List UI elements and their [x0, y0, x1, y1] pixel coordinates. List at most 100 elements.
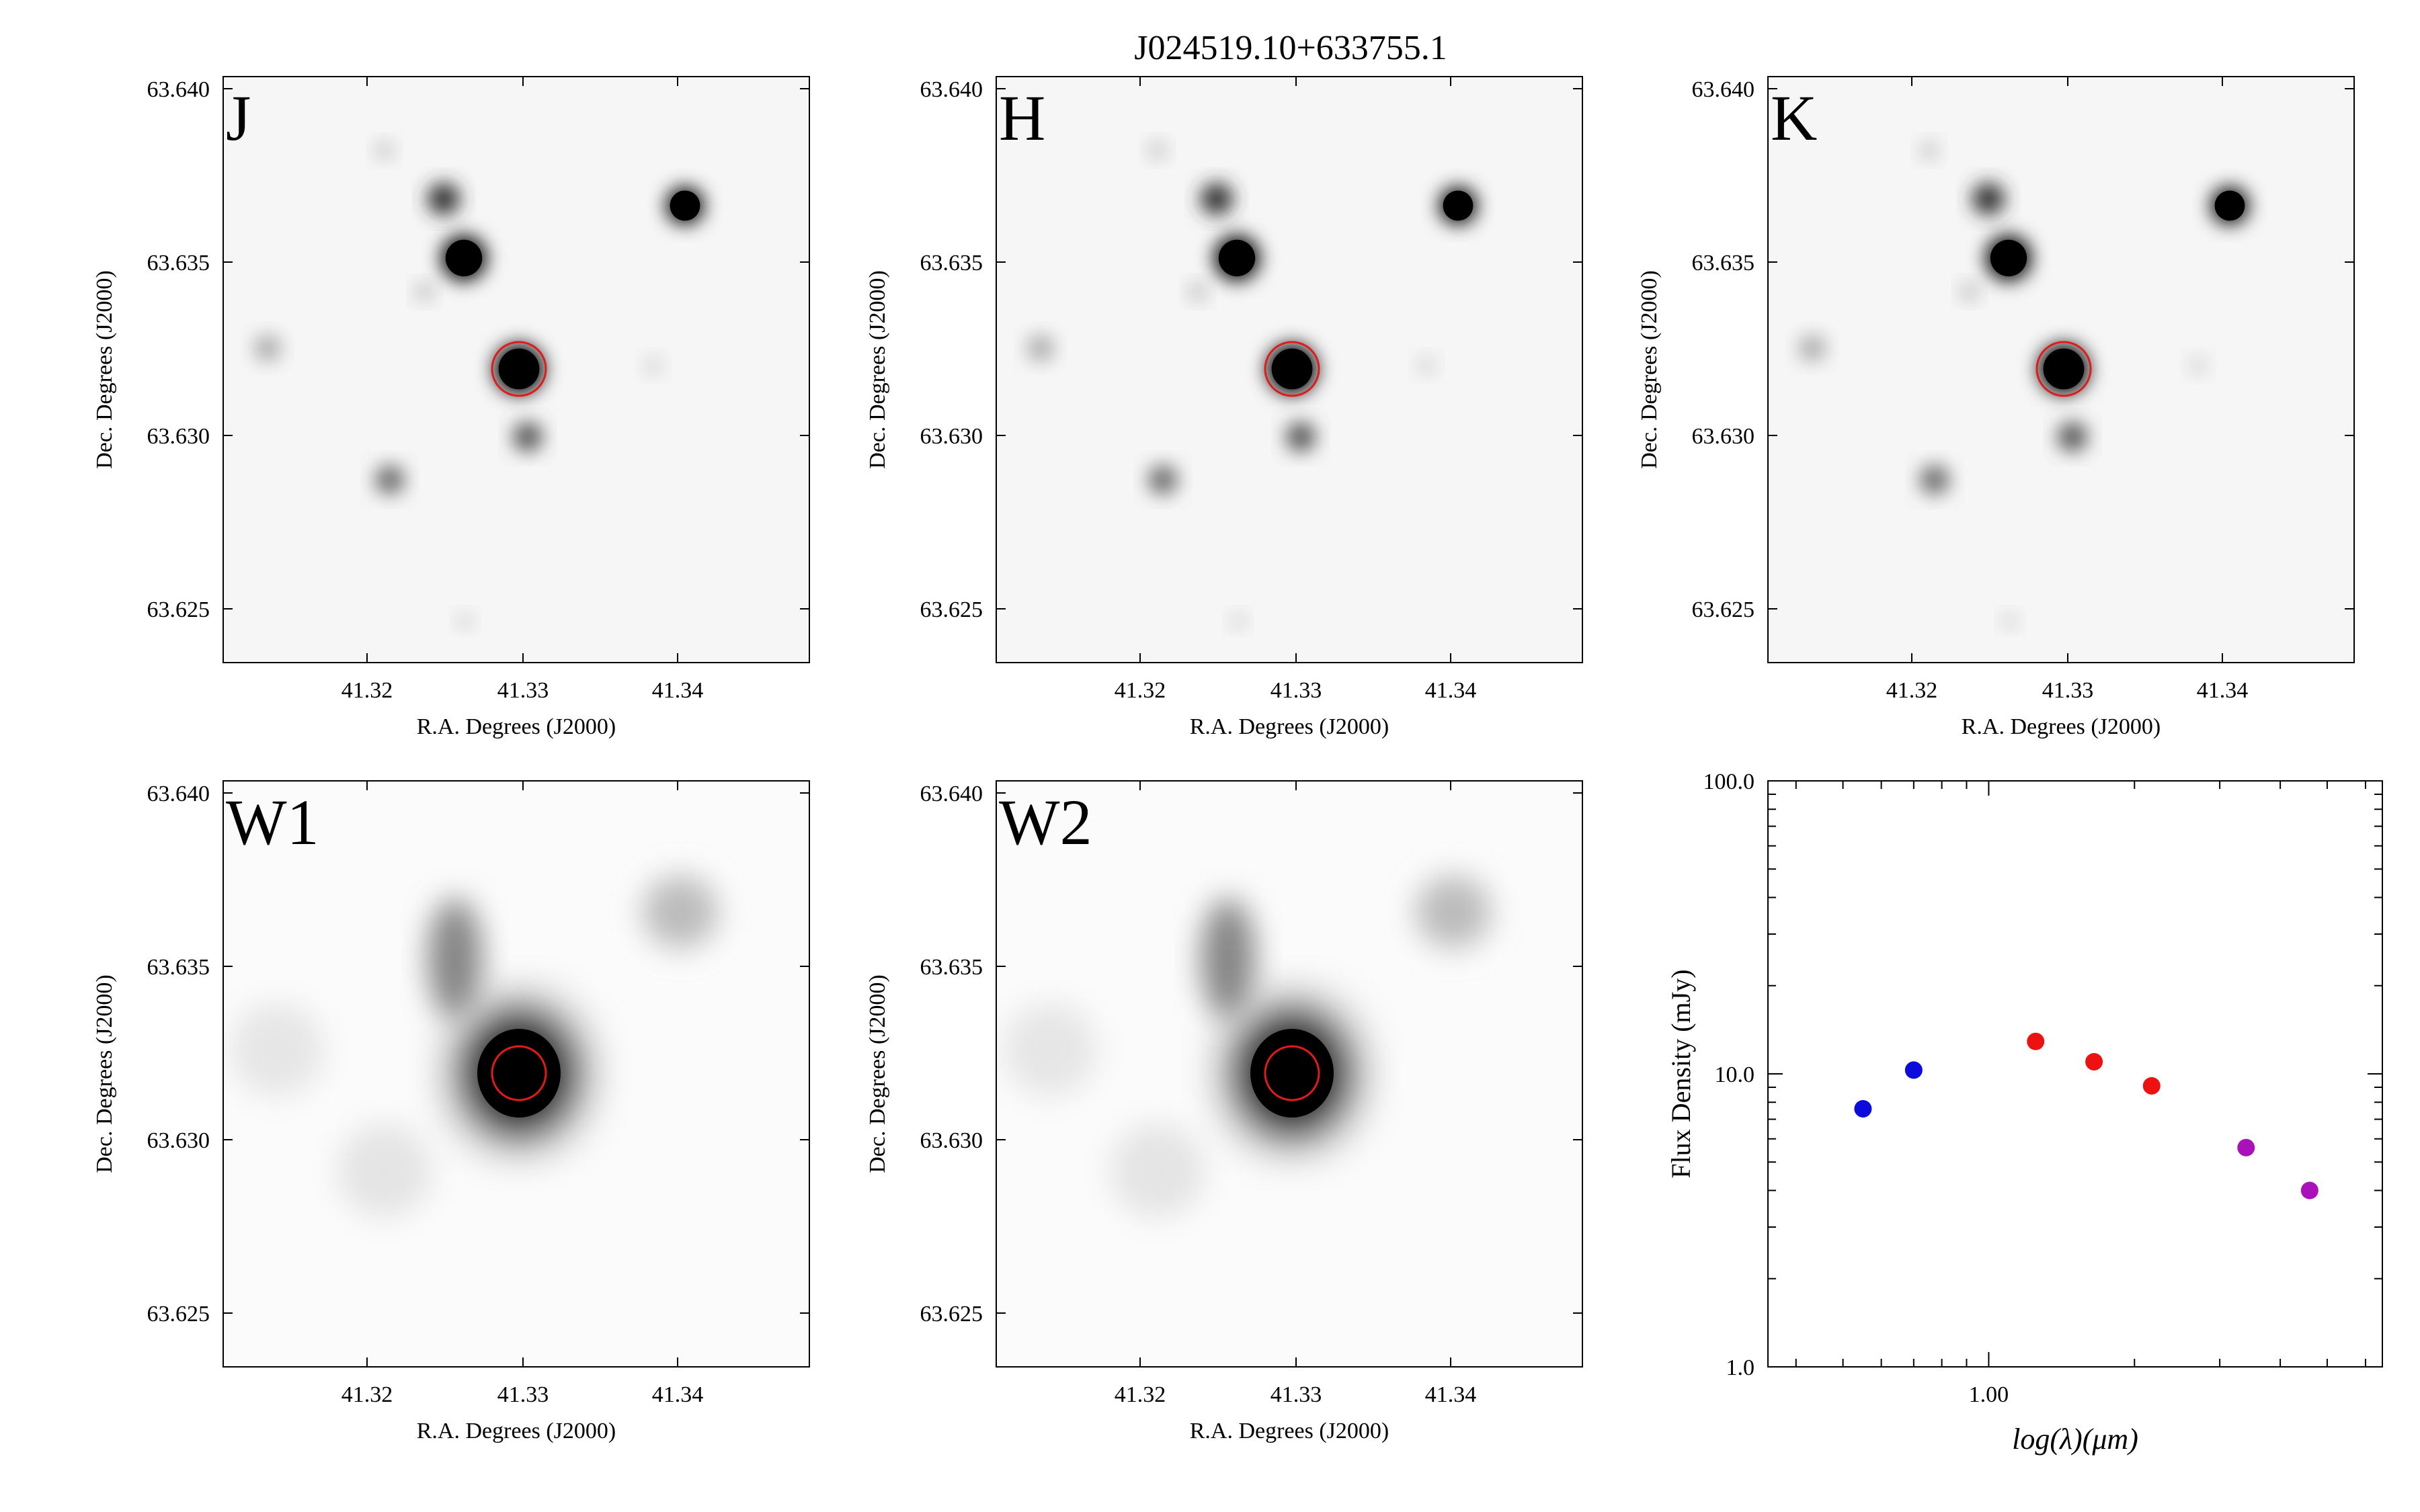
data-point	[2142, 1077, 2161, 1095]
y-tick-label: 63.630	[1692, 424, 1755, 449]
data-point	[2300, 1181, 2318, 1200]
y-axis-label: Dec. Degrees (J2000)	[92, 974, 117, 1173]
x-axis-label: R.A. Degrees (J2000)	[1190, 1419, 1389, 1443]
panel-frame	[223, 780, 810, 1368]
figure-title: J024519.10+633755.1	[1134, 29, 1447, 67]
aperture-circle	[1264, 341, 1320, 397]
y-tick-label: 63.640	[147, 77, 210, 102]
x-tick-label: 41.32	[1886, 678, 1938, 703]
source	[428, 183, 460, 215]
source-core	[2043, 348, 2085, 390]
y-axis-label: Dec. Degrees (J2000)	[92, 270, 117, 469]
band-label: H	[999, 82, 1045, 154]
source	[1799, 335, 1826, 362]
x-tick-label: 41.34	[1425, 678, 1477, 703]
panel-w1: W1 41.32 41.33 41.34 63.640 63.635 63.630 63.62…	[92, 780, 810, 1443]
source	[457, 613, 473, 629]
y-tick-label: 63.625	[147, 1302, 210, 1327]
source	[375, 141, 394, 160]
source-field	[1003, 876, 1491, 1218]
data-point	[2027, 1032, 2045, 1050]
source	[513, 422, 542, 452]
plot-frame	[1767, 780, 2383, 1368]
source	[1148, 465, 1178, 495]
source-core	[670, 190, 700, 221]
x-tick-label: 41.33	[2042, 678, 2094, 703]
y-tick-label: 63.625	[1692, 597, 1755, 622]
source	[1960, 282, 1979, 301]
source	[2189, 356, 2208, 375]
x-axis-label: R.A. Degrees (J2000)	[417, 1419, 616, 1443]
source	[1201, 183, 1233, 215]
source	[643, 876, 718, 948]
source	[254, 335, 281, 362]
source	[230, 1003, 324, 1097]
panel-w2: W2 41.32 41.33 41.34 63.640 63.635 63.630 63.62…	[865, 780, 1583, 1443]
source	[1027, 335, 1054, 362]
source	[1286, 422, 1316, 452]
band-label: J	[226, 82, 251, 154]
source	[1201, 898, 1255, 1019]
y-tick-label: 63.635	[147, 251, 210, 276]
x-tick-label: 41.33	[497, 1382, 549, 1407]
y-axis-label: Dec. Degrees (J2000)	[865, 270, 890, 469]
x-axis-label: R.A. Degrees (J2000)	[417, 714, 616, 739]
x-tick-label: 41.32	[341, 678, 393, 703]
source-field	[254, 141, 704, 629]
source	[2002, 613, 2018, 629]
x-tick-label: 41.32	[1115, 678, 1166, 703]
y-tick-label: 63.630	[147, 424, 210, 449]
y-tick-label: 63.635	[920, 251, 983, 276]
y-tick-label: 63.630	[147, 1128, 210, 1153]
source	[1416, 876, 1491, 948]
y-axis-label: Dec. Degrees (J2000)	[1637, 270, 1662, 469]
x-tick-label: 41.32	[341, 1382, 393, 1407]
x-axis-label: R.A. Degrees (J2000)	[1190, 714, 1389, 739]
x-axis-label: log(λ)(μm)	[2012, 1423, 2138, 1456]
source-core	[477, 1029, 561, 1118]
data-point	[1854, 1099, 1872, 1118]
x-tick-label: 41.33	[1270, 678, 1322, 703]
source-core	[498, 348, 540, 390]
y-tick-label: 63.630	[920, 424, 983, 449]
x-tick-label: 41.33	[1270, 1382, 1322, 1407]
y-tick-label: 63.640	[920, 782, 983, 806]
source	[1111, 1124, 1205, 1218]
source	[415, 282, 434, 301]
panel-h: H 41.32 41.33 41.34 63.640 63.635 63.630 63.625…	[865, 76, 1583, 739]
panel-frame	[223, 76, 810, 663]
x-tick-label: 1.00	[1969, 1382, 2009, 1407]
source	[644, 356, 663, 375]
x-tick-label: 41.34	[652, 678, 704, 703]
panel-frame	[996, 76, 1583, 663]
source	[1920, 465, 1949, 495]
image-panels: J 41.32 41.33 41.34 63.640 63.635 63.630 63.625…	[92, 76, 2355, 1443]
source-field	[230, 876, 718, 1218]
x-tick-label: 41.34	[2197, 678, 2249, 703]
aperture-circle	[2035, 341, 2092, 397]
source	[428, 898, 482, 1019]
source	[2058, 422, 2087, 452]
y-tick-label: 63.625	[920, 1302, 983, 1327]
source-core	[1990, 239, 2027, 277]
source-core	[1218, 239, 1256, 277]
source-field	[1799, 141, 2249, 629]
source	[337, 1124, 432, 1218]
y-tick-label: 1.0	[1726, 1355, 1755, 1380]
y-tick-label: 63.635	[920, 955, 983, 980]
y-tick-label: 63.630	[920, 1128, 983, 1153]
source	[1920, 141, 1939, 160]
source	[1188, 282, 1207, 301]
x-tick-label: 41.34	[1425, 1382, 1477, 1407]
source-core	[1250, 1029, 1334, 1118]
data-point	[2237, 1138, 2255, 1157]
y-tick-label: 63.625	[920, 597, 983, 622]
panel-frame	[1767, 76, 2355, 663]
source	[1148, 141, 1167, 160]
source-core	[445, 239, 483, 277]
data-point	[1904, 1061, 1923, 1079]
source	[1417, 356, 1436, 375]
